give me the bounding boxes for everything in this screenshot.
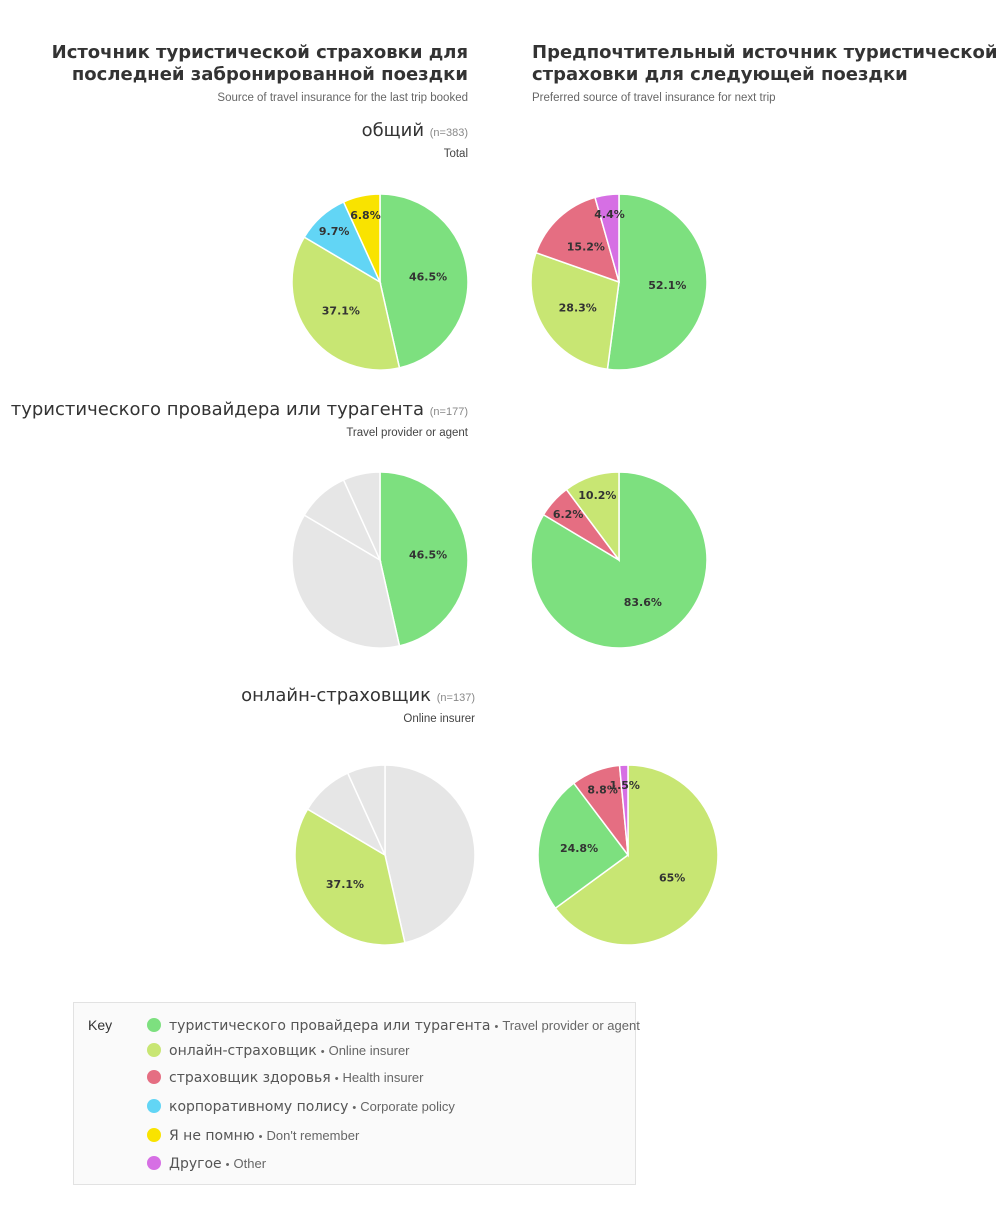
legend-separator: • (352, 1102, 357, 1114)
group-title-total: общий (n=383) (362, 120, 468, 141)
left-title-line-1: Источник туристической страховки для (51, 42, 468, 63)
pie-slice-other (594, 193, 620, 283)
legend-dot-icon (147, 1043, 161, 1057)
pie-data-label: 9.7% (319, 225, 350, 238)
legend-label-en: Travel provider or agent (502, 1018, 640, 1033)
pie-slice-other (618, 764, 629, 856)
left-column-title: Источник туристической страховки для пос… (52, 42, 468, 86)
pie-slice-online-insurer (530, 251, 620, 371)
pie-data-label: 8.8% (587, 784, 618, 797)
pie-data-label: 65% (659, 871, 685, 884)
pie-slice-health-insurer (535, 196, 621, 284)
legend-dot-icon (147, 1070, 161, 1084)
pie-data-label: 83.6% (624, 596, 662, 609)
pie-slice-online-insurer (565, 471, 620, 563)
pie-travel-provider-next-trip: 83.6% 6.2% 10.2% (530, 471, 708, 649)
pie-slice-travel-provider (606, 193, 708, 371)
legend-key-label: Key (88, 1017, 113, 1033)
group-title-online-insurer: онлайн-страховщик (n=137) (241, 685, 475, 706)
legend-dot-icon (147, 1018, 161, 1032)
pie-slice-online-insurer (291, 236, 401, 371)
legend-separator: • (334, 1073, 339, 1085)
pie-total-next-trip: 52.1% 28.3% 15.2% 4.4% (530, 193, 708, 371)
pie-charts: 46.5% 37.1% 9.7%6.8% 52.1% 28.3% 15.2% 4.4% 4… (291, 193, 719, 946)
pie-slice-travel-provider (379, 471, 469, 647)
pie-slice-dont-remember (346, 764, 386, 856)
pie-total-last-trip: 46.5% 37.1% 9.7%6.8% (291, 193, 469, 371)
group-sample-size: (n=177) (429, 406, 468, 418)
right-column-subtitle: Preferred source of travel insurance for… (532, 92, 776, 104)
legend-separator: • (494, 1021, 499, 1033)
legend-dot-icon (147, 1099, 161, 1113)
pie-travel-provider-last-trip: 46.5% (291, 471, 469, 649)
pie-data-label: 10.2% (578, 489, 616, 502)
legend-dot-icon (147, 1156, 161, 1170)
pie-slice-online-insurer (554, 764, 719, 946)
legend-label-en: Health insurer (342, 1070, 424, 1085)
pie-slice-dont-remember (342, 193, 381, 283)
legend-label-en: Don't remember (266, 1128, 360, 1143)
group-title-text: туристического провайдера или турагента (10, 399, 425, 420)
pie-slice-online-insurer (294, 808, 406, 946)
pie-data-label: 6.8% (350, 209, 381, 222)
legend-label-ru: Я не помню (169, 1128, 255, 1144)
left-column-subtitle: Source of travel insurance for the last … (217, 92, 468, 104)
pie-data-label: 6.2% (553, 508, 584, 521)
group-subtitle-online-insurer: Online insurer (403, 713, 475, 725)
right-column-title: Предпочтительный источник туристической … (532, 42, 997, 86)
pie-slice-travel-provider (379, 193, 469, 369)
legend-separator: • (258, 1131, 263, 1143)
group-sample-size: (n=383) (429, 127, 468, 139)
group-title-travel-provider: туристического провайдера или турагента … (11, 399, 468, 420)
legend-label-en: Corporate policy (360, 1099, 455, 1114)
pie-online-insurer-last-trip: 37.1% (294, 764, 476, 946)
pie-slice-dont-remember (342, 471, 381, 561)
pie-data-label: 15.2% (567, 241, 605, 254)
legend: Key туристического провайдера или тураге… (73, 1002, 640, 1185)
legend-separator: • (320, 1046, 325, 1058)
right-title-line-2: страховки для следующей поездки (532, 64, 908, 85)
group-title-text: общий (361, 120, 425, 141)
legend-label-en: Other (233, 1156, 267, 1171)
pie-data-label: 28.3% (559, 301, 597, 314)
group-sample-size: (n=137) (436, 692, 475, 704)
pie-data-label: 46.5% (409, 271, 447, 284)
legend-label-ru: туристического провайдера или турагента (169, 1018, 491, 1034)
pie-data-label: 52.1% (648, 279, 686, 292)
pie-online-insurer-next-trip: 65% 24.8% 8.8%1.5% (537, 764, 719, 946)
group-subtitle-total: Total (443, 148, 468, 160)
group-subtitle-travel-provider: Travel provider or agent (346, 427, 468, 439)
legend-label-en: Online insurer (328, 1043, 410, 1058)
legend-label-ru: Другое (169, 1156, 222, 1172)
pie-data-label: 37.1% (326, 878, 364, 891)
legend-dot-icon (147, 1128, 161, 1142)
pie-data-label: 24.8% (560, 842, 598, 855)
pie-slice-travel-provider (537, 782, 630, 910)
pie-data-label: 4.4% (594, 208, 625, 221)
pie-slice-online-insurer (291, 514, 401, 649)
left-title-line-2: последней забронированной поездки (71, 64, 468, 85)
pie-data-label: 46.5% (409, 549, 447, 562)
legend-label-ru: страховщик здоровья (169, 1070, 331, 1086)
legend-separator: • (225, 1159, 230, 1171)
group-title-text: онлайн-страховщик (241, 685, 432, 706)
pie-slice-travel-provider (384, 764, 476, 944)
pie-data-label: 37.1% (322, 304, 360, 317)
pie-data-label: 1.5% (609, 779, 640, 792)
right-title-line-1: Предпочтительный источник туристической (532, 42, 998, 63)
legend-label-ru: онлайн-страховщик (169, 1043, 317, 1059)
legend-label-ru: корпоративному полису (169, 1099, 349, 1115)
